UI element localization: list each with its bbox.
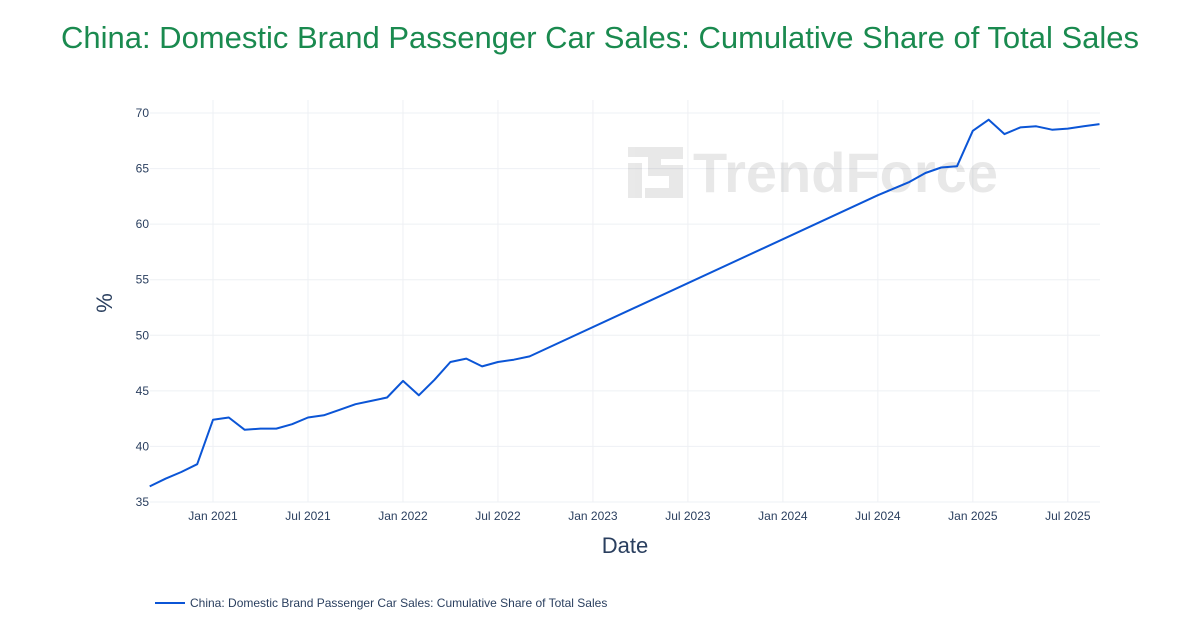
legend-swatch [155, 602, 185, 604]
y-tick-label: 55 [136, 273, 150, 287]
watermark-logo [628, 147, 683, 198]
x-tick-label: Jul 2023 [665, 509, 711, 523]
y-tick-label: 70 [136, 106, 150, 120]
grid [150, 100, 1100, 503]
x-tick-label: Jan 2024 [758, 509, 808, 523]
watermark-text: TrendForce [693, 141, 998, 204]
series-line [149, 118, 1100, 488]
y-tick-label: 60 [136, 217, 150, 231]
x-tick-label: Jul 2021 [285, 509, 331, 523]
x-tick-label: Jan 2022 [378, 509, 428, 523]
y-tick-label: 45 [136, 384, 150, 398]
x-tick-label: Jul 2024 [855, 509, 901, 523]
y-axis-title: % [92, 293, 117, 313]
y-tick-label: 40 [136, 439, 150, 453]
chart-title: China: Domestic Brand Passenger Car Sale… [60, 20, 1140, 55]
x-tick-label: Jan 2021 [188, 509, 238, 523]
x-tick-label: Jul 2022 [475, 509, 521, 523]
y-tick-label: 65 [136, 162, 150, 176]
legend-label: China: Domestic Brand Passenger Car Sale… [190, 596, 608, 610]
x-axis-title: Date [602, 533, 648, 558]
y-tick-label: 50 [136, 328, 150, 342]
x-tick-label: Jan 2023 [568, 509, 618, 523]
legend[interactable]: China: Domestic Brand Passenger Car Sale… [155, 596, 607, 610]
x-tick-label: Jan 2025 [948, 509, 998, 523]
trendforce-watermark: TrendForce [628, 141, 998, 204]
y-tick-label: 35 [136, 495, 150, 509]
x-tick-label: Jul 2025 [1045, 509, 1091, 523]
